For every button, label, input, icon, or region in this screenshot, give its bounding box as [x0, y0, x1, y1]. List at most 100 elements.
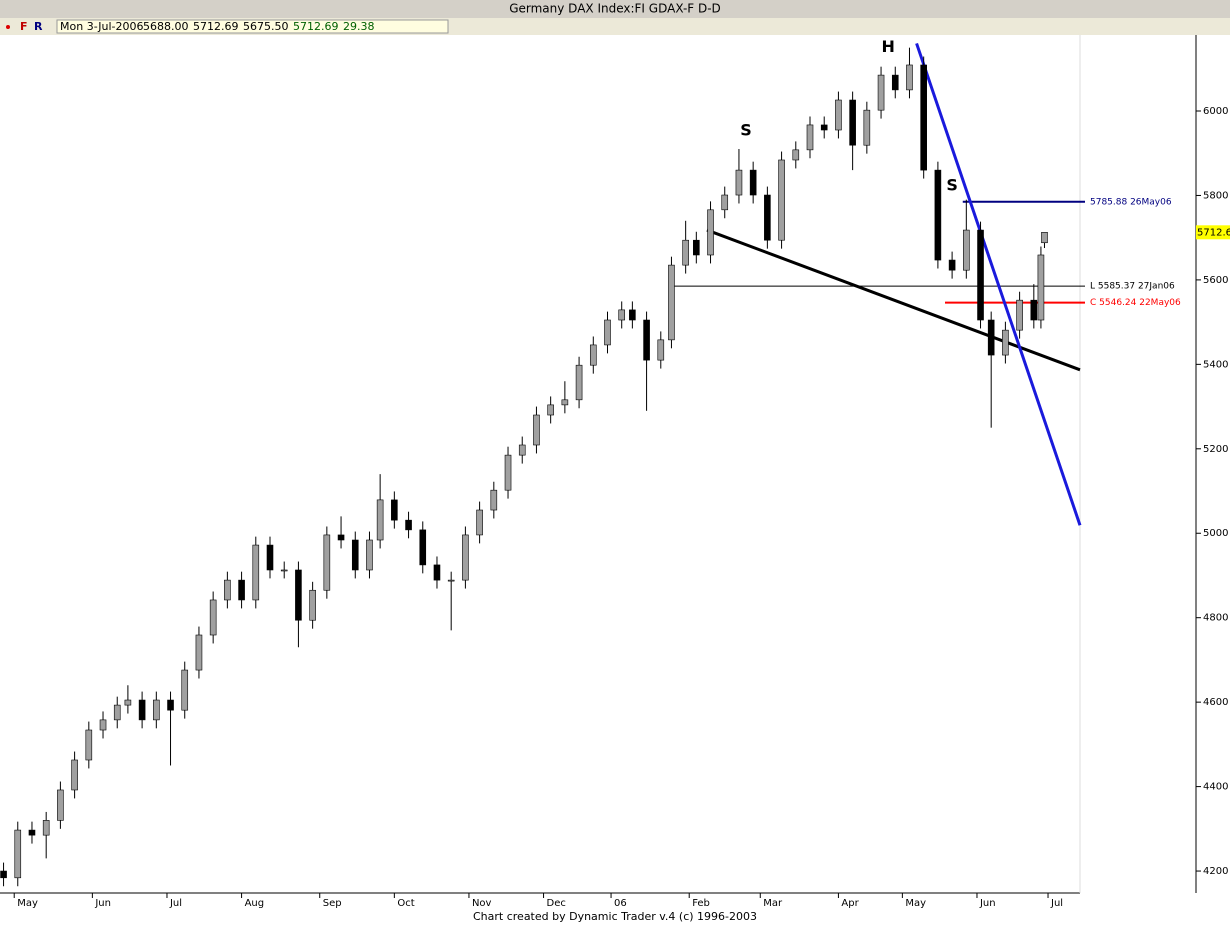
- flag-f[interactable]: F: [20, 20, 28, 33]
- change: 29.38: [343, 20, 375, 33]
- flag-r[interactable]: R: [34, 20, 43, 33]
- x-tick-label: Jun: [94, 898, 111, 909]
- candle-body: [391, 499, 398, 521]
- x-tick-label: Feb: [692, 898, 710, 909]
- candle-body: [99, 719, 107, 731]
- level-label: L 5585.37 27Jan06: [1090, 282, 1175, 292]
- last-price-box: [1196, 225, 1230, 240]
- candle-body: [85, 729, 93, 761]
- candle-body: [1016, 299, 1023, 331]
- x-tick-label: Aug: [245, 898, 265, 909]
- x-tick-label: Oct: [397, 898, 414, 909]
- candle-body: [963, 229, 970, 271]
- candle-body: [906, 64, 913, 91]
- candle-body: [195, 634, 203, 671]
- candle-body: [14, 829, 22, 879]
- candle-body: [153, 699, 160, 721]
- candle-body: [57, 789, 64, 821]
- candle-body: [376, 499, 384, 541]
- candle-body: [323, 534, 331, 591]
- y-tick-label: 5400: [1203, 359, 1228, 370]
- candle-body: [835, 99, 842, 131]
- candle-body: [405, 519, 412, 531]
- candle-body: [934, 169, 942, 261]
- candle-body: [618, 309, 626, 321]
- candle-body: [309, 589, 316, 621]
- candle-body: [113, 704, 121, 721]
- last-price-label: 5712.69: [1197, 227, 1230, 238]
- x-tick-label: Sep: [323, 898, 342, 909]
- candle-body: [138, 699, 146, 721]
- pattern-label: H: [881, 37, 894, 56]
- y-tick-label: 6000: [1203, 106, 1228, 117]
- y-tick-label: 4200: [1203, 866, 1228, 877]
- candle-body: [351, 539, 359, 571]
- x-tick-label: May: [17, 898, 38, 909]
- candle-body: [0, 870, 7, 879]
- candle-body: [891, 74, 899, 91]
- trend-line: [915, 42, 1082, 526]
- candle-body: [575, 364, 583, 401]
- candle-body: [1030, 299, 1038, 321]
- x-tick-label: Jul: [169, 898, 182, 909]
- y-tick-label: 5000: [1203, 528, 1228, 539]
- y-tick-label: 5200: [1203, 444, 1228, 455]
- candle-body: [778, 159, 785, 241]
- status-dot: [6, 25, 10, 29]
- candle-body: [476, 509, 483, 536]
- candle-body: [643, 319, 650, 361]
- title-bar: [0, 0, 1230, 18]
- candle-body: [124, 699, 132, 706]
- candle-body: [629, 309, 636, 321]
- x-tick-label: Jun: [979, 898, 996, 909]
- footer: Chart created by Dynamic Trader v.4 (c) …: [473, 910, 757, 923]
- ohlc-box: [56, 19, 449, 34]
- candle-body: [589, 344, 597, 366]
- candle-body: [462, 534, 469, 581]
- candle-body: [735, 169, 743, 196]
- candle-body: [668, 264, 675, 341]
- y-tick-label: 5600: [1203, 275, 1228, 286]
- candle-body: [419, 529, 427, 566]
- low: 5675.50: [243, 20, 289, 33]
- candle-body: [181, 669, 189, 711]
- candle-body: [490, 489, 498, 511]
- level-label: C 5546.24 22May06: [1090, 298, 1181, 308]
- y-tick-label: 4800: [1203, 613, 1228, 624]
- candle-body: [42, 820, 50, 836]
- candle-body: [266, 544, 274, 571]
- x-tick-label: Nov: [472, 898, 492, 909]
- x-tick-label: May: [905, 898, 926, 909]
- candle-body: [749, 169, 757, 196]
- y-tick-label: 5800: [1203, 190, 1228, 201]
- candle-body: [533, 414, 540, 446]
- close: 5712.69: [293, 20, 339, 33]
- candle-body: [721, 194, 729, 211]
- candle-body: [604, 319, 611, 346]
- candle-body: [337, 534, 345, 541]
- candle-body: [877, 74, 885, 111]
- y-tick-label: 4400: [1203, 782, 1228, 793]
- candle-body: [920, 64, 927, 171]
- pattern-label: S: [946, 176, 958, 195]
- candle-body: [224, 579, 231, 601]
- open: 5688.00: [143, 20, 189, 33]
- candle-body: [561, 399, 569, 406]
- candle-body: [238, 579, 245, 601]
- candle-body: [764, 194, 771, 241]
- candle-body: [518, 444, 526, 456]
- candle-body: [948, 259, 956, 271]
- y-tick-label: 4600: [1203, 697, 1228, 708]
- candle-body: [806, 124, 814, 151]
- date: Mon 3-Jul-2006: [60, 20, 144, 33]
- x-tick-label: 06: [614, 898, 627, 909]
- candle-body: [693, 239, 700, 256]
- candle-body: [504, 454, 512, 491]
- candle-body: [792, 149, 800, 161]
- candle-body: [863, 109, 871, 146]
- pattern-label: S: [740, 120, 752, 139]
- candle-body: [366, 539, 373, 571]
- trend-line: [706, 228, 1081, 372]
